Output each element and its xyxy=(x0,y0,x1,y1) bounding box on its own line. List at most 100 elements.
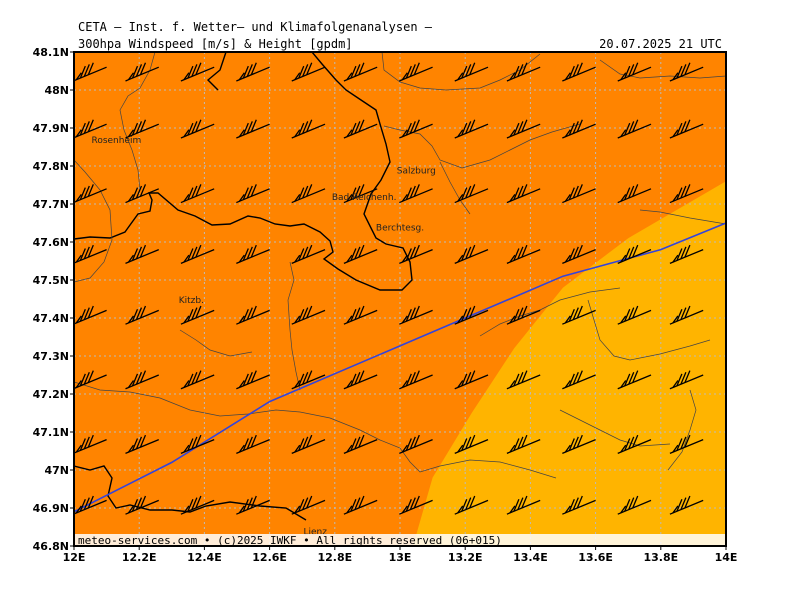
barb-feather xyxy=(187,309,194,322)
x-axis-ticks: 12E 12.2E 12.4E 12.6E 12.8E 13E 13.2E 13.4E 13.6… xyxy=(63,546,737,564)
barb-feather xyxy=(238,193,245,202)
barb-staff xyxy=(125,66,160,82)
barb-feather xyxy=(401,254,408,263)
barb-feather xyxy=(572,371,579,385)
barb-feather xyxy=(620,505,627,514)
wind-barb xyxy=(125,495,160,515)
barb-feather xyxy=(298,248,305,261)
barb-feather xyxy=(75,72,82,81)
wind-barb xyxy=(562,434,596,454)
barb-feather xyxy=(298,65,305,79)
barb-feather xyxy=(127,444,135,453)
barb-feather xyxy=(620,315,627,324)
barb-feather xyxy=(127,254,135,263)
barb-feather xyxy=(517,64,524,77)
barb-staff xyxy=(343,188,378,204)
barb-staff xyxy=(562,123,596,139)
barb-feather xyxy=(632,370,639,383)
barb-feather xyxy=(83,497,90,510)
wind-barb xyxy=(669,119,704,139)
barb-staff xyxy=(669,248,704,264)
barb-feather xyxy=(350,438,357,451)
barb-feather xyxy=(191,185,198,199)
barb-feather xyxy=(413,370,420,383)
barb-feather xyxy=(195,184,202,197)
barb-feather xyxy=(294,129,301,138)
barb-staff xyxy=(343,499,378,515)
barb-feather xyxy=(572,64,579,77)
barb-feather xyxy=(465,185,472,199)
barb-staff xyxy=(343,248,378,264)
wind-barb xyxy=(74,184,107,204)
wind-barb xyxy=(399,434,433,454)
barb-feather xyxy=(195,305,202,319)
wind-barb xyxy=(399,119,433,139)
barb-staff xyxy=(454,438,489,454)
wind-barb xyxy=(617,184,652,204)
barb-feather xyxy=(242,438,249,451)
barb-staff xyxy=(617,309,652,325)
barb-feather xyxy=(195,434,202,448)
y-axis-ticks: 48.1N 48N 47.9N 47.8N 47.7N 47.6N 47.5N 47.4N 47… xyxy=(33,46,74,553)
barb-feather xyxy=(195,244,202,258)
barb-feather xyxy=(401,380,408,388)
barb-feather xyxy=(620,380,627,388)
barb-feather xyxy=(131,373,139,387)
barb-feather xyxy=(676,65,683,79)
barb-feather xyxy=(469,119,476,133)
barb-feather xyxy=(624,187,631,200)
barb-feather xyxy=(250,495,257,509)
barb-feather xyxy=(401,193,408,202)
barb-staff xyxy=(562,66,596,82)
y-tick-label: 47.9N xyxy=(33,122,69,135)
barb-staff xyxy=(180,188,215,204)
barb-feather xyxy=(354,436,361,450)
barb-feather xyxy=(354,307,361,320)
wind-barb xyxy=(291,119,326,139)
barb-feather xyxy=(513,65,520,79)
barb-feather xyxy=(628,64,635,77)
barb-feather xyxy=(521,62,528,76)
barb-feather xyxy=(517,307,524,320)
barb-feather xyxy=(306,184,313,197)
barb-staff xyxy=(669,309,704,325)
barb-feather xyxy=(350,373,357,387)
wind-barb xyxy=(669,434,704,454)
barb-feather xyxy=(187,499,194,512)
barb-staff xyxy=(74,499,107,515)
barb-feather xyxy=(183,315,190,324)
barb-feather xyxy=(350,122,357,136)
wind-barb xyxy=(562,119,596,139)
barb-feather xyxy=(624,122,631,136)
barb-feather xyxy=(187,373,194,387)
wind-barb xyxy=(236,184,270,204)
barb-feather xyxy=(131,65,139,79)
barb-feather xyxy=(517,371,524,385)
wind-barb xyxy=(125,62,160,82)
barb-staff xyxy=(506,188,541,204)
wind-barb xyxy=(454,495,489,515)
barb-feather xyxy=(354,497,361,510)
barb-feather xyxy=(401,315,408,324)
barb-staff xyxy=(343,66,378,82)
barb-feather xyxy=(135,371,143,385)
barb-feather xyxy=(405,499,412,512)
wind-barb xyxy=(399,184,433,204)
wind-barb xyxy=(669,244,704,264)
y-tick-label: 47.3N xyxy=(33,350,69,363)
barb-staff xyxy=(506,309,541,325)
barb-feather xyxy=(620,72,627,81)
barb-feather xyxy=(469,62,476,76)
barb-feather xyxy=(509,505,516,514)
barb-feather xyxy=(358,434,365,448)
barb-feather xyxy=(461,248,468,261)
wind-barb xyxy=(562,495,596,515)
barb-feather xyxy=(238,254,245,263)
wind-barb xyxy=(180,244,215,264)
barb-feather xyxy=(354,64,361,77)
barb-feather xyxy=(195,370,202,383)
barb-feather xyxy=(572,436,579,450)
barb-feather xyxy=(87,370,94,383)
barb-feather xyxy=(517,246,524,260)
barb-feather xyxy=(294,193,301,202)
